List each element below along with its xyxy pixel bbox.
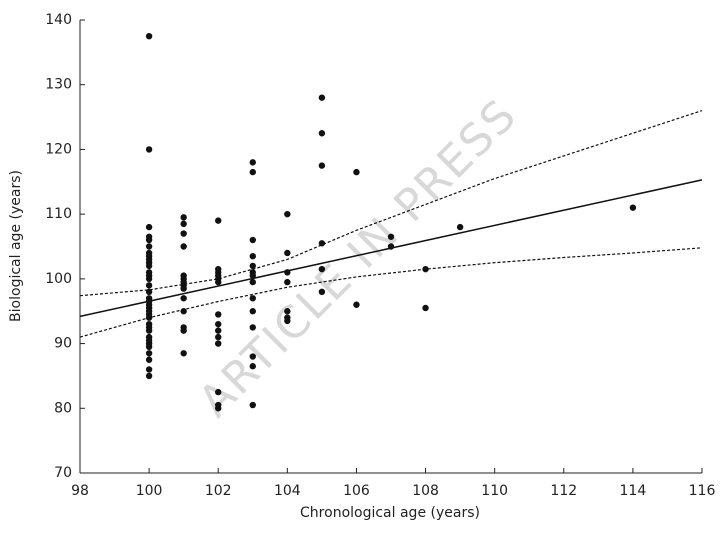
point — [215, 388, 222, 396]
point — [318, 130, 326, 137]
y-tick-label: 100 — [45, 271, 72, 287]
point — [249, 295, 256, 302]
point — [318, 240, 326, 247]
point — [145, 262, 153, 270]
point — [215, 333, 222, 341]
point — [318, 265, 326, 273]
point — [629, 204, 637, 211]
y-axis-label: Biological age (years) — [8, 170, 24, 322]
point — [180, 230, 187, 237]
x-tick-label: 100 — [136, 483, 163, 499]
point — [145, 282, 153, 289]
point — [249, 401, 256, 409]
x-tick-label: 102 — [205, 483, 232, 499]
y-tick-label: 70 — [54, 465, 72, 481]
point — [145, 223, 153, 231]
point — [249, 278, 256, 286]
y-tick-label: 140 — [45, 12, 72, 28]
point — [145, 32, 153, 40]
point — [180, 295, 187, 302]
point — [145, 275, 153, 283]
point — [145, 372, 153, 380]
point — [145, 350, 153, 357]
x-tick-label: 98 — [71, 483, 89, 499]
point — [215, 327, 222, 334]
point — [180, 327, 187, 334]
point — [353, 168, 360, 176]
point — [249, 324, 256, 331]
point — [145, 327, 153, 334]
x-tick-label: 112 — [550, 483, 577, 499]
y-tick-label: 130 — [45, 77, 72, 93]
point — [249, 168, 256, 176]
x-tick-label: 108 — [412, 483, 439, 499]
x-tick-label: 110 — [481, 483, 508, 499]
point — [249, 308, 256, 315]
x-tick-label: 114 — [620, 483, 647, 499]
point — [284, 210, 291, 218]
point — [145, 146, 153, 153]
point — [180, 308, 187, 315]
point — [215, 405, 222, 412]
confidence-band — [79, 110, 703, 297]
point — [318, 94, 326, 101]
point — [215, 311, 222, 318]
point — [145, 343, 153, 351]
point — [145, 366, 153, 373]
point — [249, 236, 256, 244]
point — [145, 356, 153, 363]
y-tick-label: 90 — [54, 336, 72, 352]
y-tick-label: 110 — [45, 206, 72, 222]
watermark: ARTICLE IN PRESS — [189, 89, 527, 427]
point — [215, 217, 222, 224]
point — [422, 304, 429, 312]
point — [284, 278, 291, 286]
point — [387, 233, 395, 240]
x-tick-label: 106 — [343, 483, 370, 499]
regression-line — [79, 179, 703, 318]
point — [249, 353, 256, 360]
point — [180, 220, 187, 228]
point — [249, 253, 256, 260]
point — [318, 288, 326, 295]
point — [249, 262, 256, 270]
x-tick-label: 116 — [689, 483, 716, 499]
point — [318, 162, 326, 169]
point — [249, 159, 256, 166]
x-tick-label: 104 — [274, 483, 301, 499]
y-tick-label: 120 — [45, 141, 72, 157]
point — [284, 249, 291, 257]
point — [215, 340, 222, 347]
point — [284, 317, 291, 325]
point — [456, 223, 464, 231]
x-axis-label: Chronological age (years) — [300, 505, 480, 521]
point — [145, 236, 153, 244]
point — [215, 278, 222, 286]
point — [180, 350, 187, 357]
point — [180, 285, 187, 292]
point — [215, 320, 222, 328]
confidence-band — [79, 247, 703, 338]
point — [145, 243, 153, 250]
point — [353, 301, 360, 308]
point — [249, 272, 256, 279]
point — [180, 214, 187, 221]
point — [284, 308, 291, 315]
point — [180, 243, 187, 250]
point — [249, 363, 256, 370]
y-tick-label: 80 — [54, 400, 72, 416]
